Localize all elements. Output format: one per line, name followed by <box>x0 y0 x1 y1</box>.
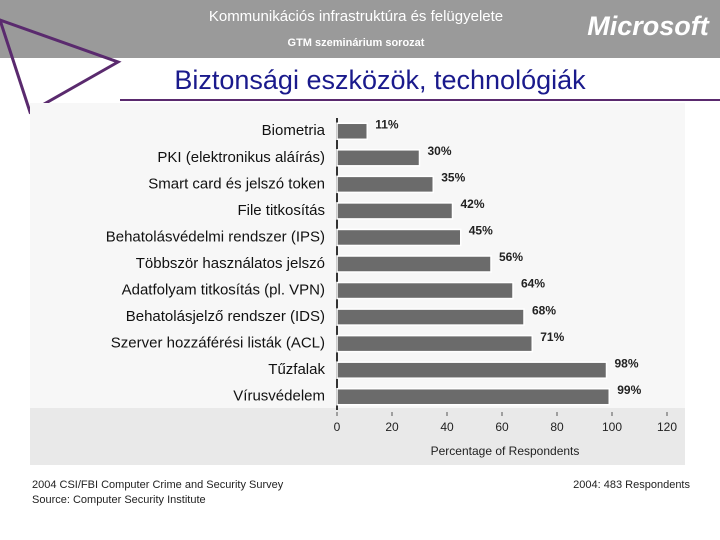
value-label: 71% <box>540 330 564 344</box>
bar <box>336 175 434 194</box>
annotation: Source: Computer Security Institute <box>32 494 206 506</box>
y-tick-label: Szerver hozzáférési listák (ACL) <box>111 335 325 352</box>
y-tick-label: File titkosítás <box>237 202 325 219</box>
bar <box>336 361 608 379</box>
y-tick-label: Tűzfalak <box>268 361 325 378</box>
value-label: 11% <box>375 117 399 131</box>
value-label: 99% <box>617 383 641 397</box>
x-tick-label: 40 <box>440 420 454 434</box>
bar <box>336 387 610 406</box>
value-label: 35% <box>441 171 465 185</box>
y-tick-label: Behatolásvédelmi rendszer (IPS) <box>106 228 325 245</box>
bar <box>336 122 368 141</box>
y-tick-label: Többször használatos jelszó <box>136 255 325 272</box>
decor-triangle <box>0 18 122 115</box>
value-label: 64% <box>521 277 545 291</box>
bar <box>336 228 462 247</box>
value-label: 98% <box>615 356 639 370</box>
y-tick-label: Adatfolyam titkosítás (pl. VPN) <box>122 282 325 299</box>
header-band <box>0 0 720 58</box>
value-label: 30% <box>428 144 452 158</box>
header-title: Kommunikációs infrastruktúra és felügyel… <box>209 8 503 25</box>
x-tick-label: 80 <box>550 420 564 434</box>
x-tick-label: 100 <box>602 420 622 434</box>
y-tick-label: PKI (elektronikus aláírás) <box>157 149 325 166</box>
x-tick-label: 120 <box>657 420 677 434</box>
value-label: 42% <box>461 197 485 211</box>
slide-title: Biztonsági eszközök, technológiák <box>174 65 586 95</box>
y-tick-label: Biometria <box>262 122 326 139</box>
bar <box>336 334 533 353</box>
x-axis-label: Percentage of Respondents <box>431 444 580 458</box>
bar <box>336 255 492 273</box>
bar <box>336 202 454 220</box>
annotation: 2004 CSI/FBI Computer Crime and Security… <box>32 479 284 491</box>
bar <box>336 149 421 167</box>
x-tick-label: 60 <box>495 420 509 434</box>
header-subtitle: GTM szeminárium sorozat <box>288 37 425 49</box>
x-tick-label: 20 <box>385 420 399 434</box>
value-label: 68% <box>532 303 556 317</box>
x-tick-label: 0 <box>334 420 341 434</box>
annotation: 2004: 483 Respondents <box>573 479 690 491</box>
y-tick-label: Vírusvédelem <box>233 388 325 405</box>
y-tick-label: Behatolásjelző rendszer (IDS) <box>126 308 325 325</box>
brand-logo: Microsoft <box>587 11 710 41</box>
y-tick-label: Smart card és jelszó token <box>148 175 325 192</box>
value-label: 56% <box>499 250 523 264</box>
value-label: 45% <box>469 224 493 238</box>
bar <box>336 308 525 326</box>
bar <box>336 281 514 300</box>
